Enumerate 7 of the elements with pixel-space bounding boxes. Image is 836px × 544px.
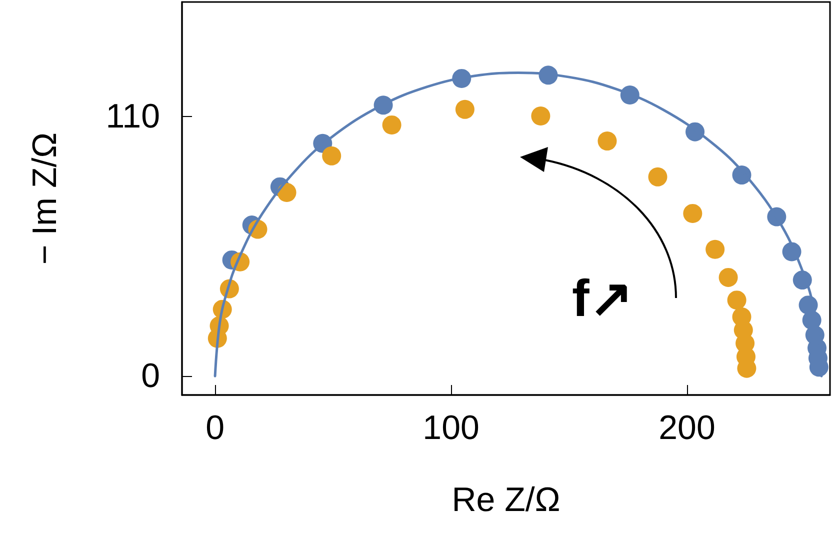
x-tick-label: 200 [658, 409, 716, 447]
annotation: f↗ [572, 269, 634, 329]
x-tick-label: 100 [422, 409, 480, 447]
y-axis-title: − Im Z/Ω [26, 132, 64, 265]
x-axis-title: Re Z/Ω [452, 481, 560, 519]
y-tick-label: 110 [106, 97, 160, 136]
x-tick-label: 0 [206, 409, 224, 447]
